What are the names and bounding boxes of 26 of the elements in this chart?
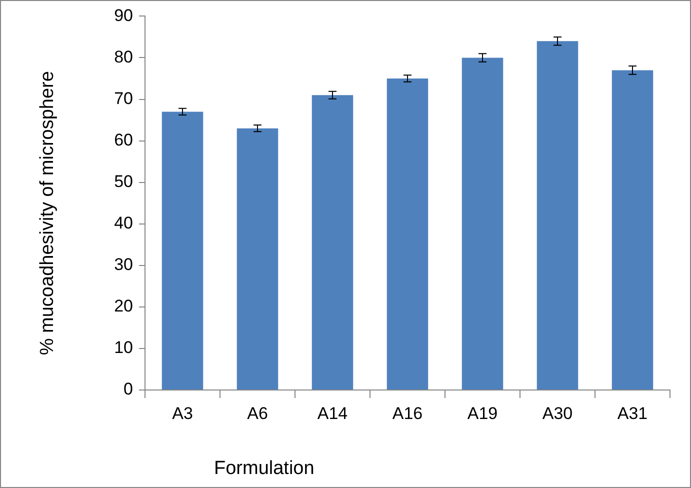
x-tick-label: A31 [617, 404, 648, 423]
bar [462, 58, 504, 390]
bar [386, 78, 428, 390]
x-tick-label: A3 [172, 404, 193, 423]
bar [312, 95, 354, 390]
bar [536, 41, 578, 390]
y-tick-label: 90 [114, 6, 133, 25]
x-tick-label: A16 [392, 404, 423, 423]
y-tick-label: 0 [124, 380, 133, 399]
bar [612, 70, 654, 390]
bar [162, 112, 204, 390]
x-tick-label: A6 [247, 404, 268, 423]
y-tick-label: 40 [114, 214, 133, 233]
y-tick-label: 10 [114, 338, 133, 358]
y-tick-label: 20 [114, 296, 133, 316]
y-tick-label: 60 [114, 130, 133, 150]
x-tick-label: A19 [467, 404, 498, 423]
x-tick-label: A30 [542, 404, 573, 423]
y-tick-label: 50 [114, 172, 133, 192]
bar [236, 128, 278, 390]
y-tick-label: 30 [114, 255, 133, 274]
y-tick-label: 80 [114, 47, 133, 66]
y-axis-title: % mucoadhesivity of microsphere [37, 71, 58, 356]
y-tick-label: 70 [114, 88, 133, 108]
x-tick-label: A14 [317, 404, 348, 423]
x-axis-title: Formulation [214, 458, 314, 480]
